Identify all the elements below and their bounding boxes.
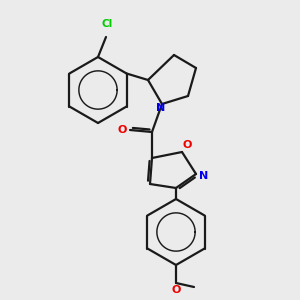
Text: O: O (117, 125, 127, 135)
Text: O: O (182, 140, 192, 150)
Text: N: N (200, 171, 208, 181)
Text: Cl: Cl (101, 19, 112, 29)
Text: N: N (156, 103, 166, 113)
Text: O: O (171, 285, 181, 295)
